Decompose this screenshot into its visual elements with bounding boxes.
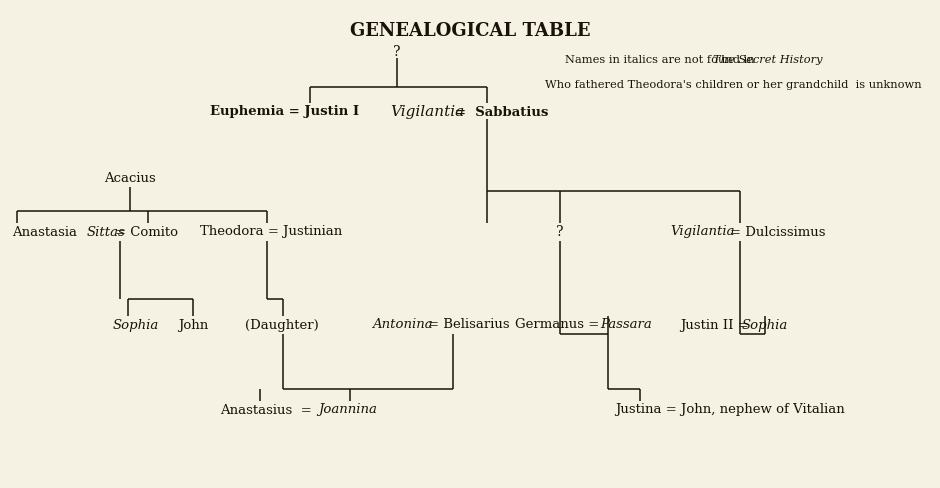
Text: Vigilantia: Vigilantia (390, 105, 464, 119)
Text: =  Sabbatius: = Sabbatius (455, 105, 548, 118)
Text: Theodora = Justinian: Theodora = Justinian (200, 225, 342, 238)
Text: = Belisarius: = Belisarius (428, 318, 509, 331)
Text: Acacius: Acacius (104, 171, 156, 184)
Text: Anastasia: Anastasia (12, 225, 77, 238)
Text: Justin II =: Justin II = (680, 318, 749, 331)
Text: ?: ? (393, 45, 400, 59)
Text: (Daughter): (Daughter) (245, 318, 319, 331)
Text: = Comito: = Comito (115, 225, 178, 238)
Text: ?: ? (556, 224, 564, 239)
Text: Names in italics are not found in: Names in italics are not found in (565, 55, 759, 65)
Text: Passara: Passara (600, 318, 651, 331)
Text: Sophia: Sophia (742, 318, 789, 331)
Text: Vigilantia: Vigilantia (670, 225, 734, 238)
Text: Justina = John, nephew of Vitalian: Justina = John, nephew of Vitalian (615, 403, 845, 416)
Text: = Dulcissimus: = Dulcissimus (730, 225, 825, 238)
Text: John: John (178, 318, 209, 331)
Text: Antonina: Antonina (372, 318, 432, 331)
Text: GENEALOGICAL TABLE: GENEALOGICAL TABLE (350, 22, 590, 40)
Text: The Secret History: The Secret History (713, 55, 822, 65)
Text: Joannina: Joannina (318, 403, 377, 416)
Text: Sittas: Sittas (87, 225, 126, 238)
Text: Germanus =: Germanus = (515, 318, 600, 331)
Text: Sophia: Sophia (113, 318, 159, 331)
Text: Anastasius  =: Anastasius = (220, 403, 312, 416)
Text: Euphemia = Justin I: Euphemia = Justin I (210, 105, 359, 118)
Text: Who fathered Theodora's children or her grandchild  is unknown: Who fathered Theodora's children or her … (545, 80, 921, 90)
